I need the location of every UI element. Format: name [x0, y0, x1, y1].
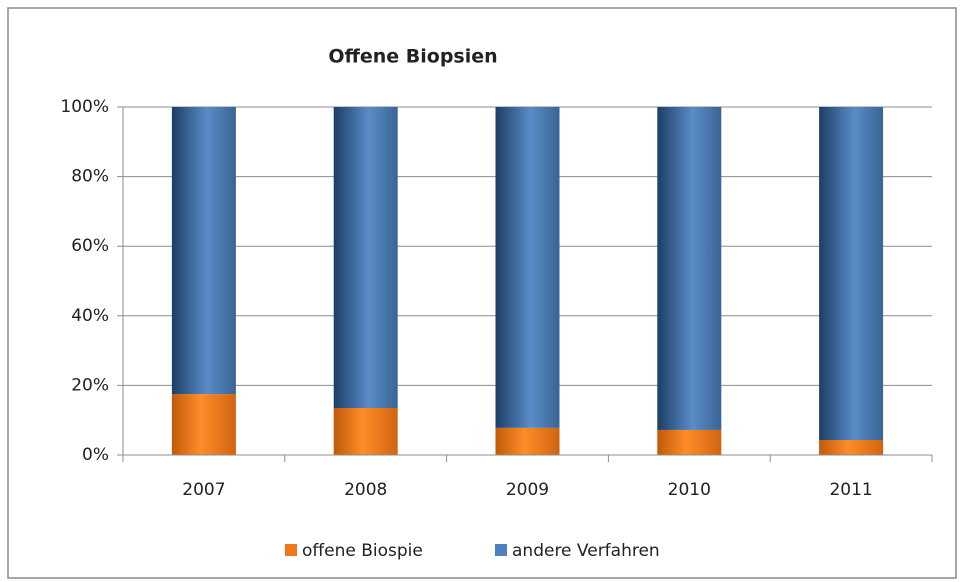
y-tick-label: 20% [71, 375, 109, 395]
bar-segment [495, 427, 560, 455]
chart-frame [7, 7, 957, 579]
bar-segment [819, 440, 884, 455]
legend-label: andere Verfahren [512, 541, 660, 561]
bar-segment [495, 107, 560, 428]
y-tick-label: 60% [71, 236, 109, 256]
y-tick-label: 100% [60, 97, 109, 117]
legend-swatch [495, 544, 507, 556]
bar-segment [333, 408, 398, 455]
bar-segment [657, 429, 722, 455]
legend-label: offene Biospie [302, 541, 423, 561]
x-tick-label: 2008 [344, 480, 387, 500]
bar-segment [819, 107, 884, 441]
bar-segment [171, 107, 236, 395]
chart-title: Offene Biopsien [328, 46, 497, 68]
x-tick-label: 2010 [668, 480, 711, 500]
bar-segment [171, 394, 236, 455]
legend-swatch [285, 544, 297, 556]
y-tick-label: 40% [71, 306, 109, 326]
bar-segment [657, 107, 722, 430]
x-tick-label: 2009 [506, 480, 549, 500]
y-tick-label: 80% [71, 167, 109, 187]
x-tick-label: 2011 [829, 480, 872, 500]
x-tick-label: 2007 [182, 480, 225, 500]
y-tick-label: 0% [82, 445, 109, 465]
bar-segment [333, 107, 398, 409]
